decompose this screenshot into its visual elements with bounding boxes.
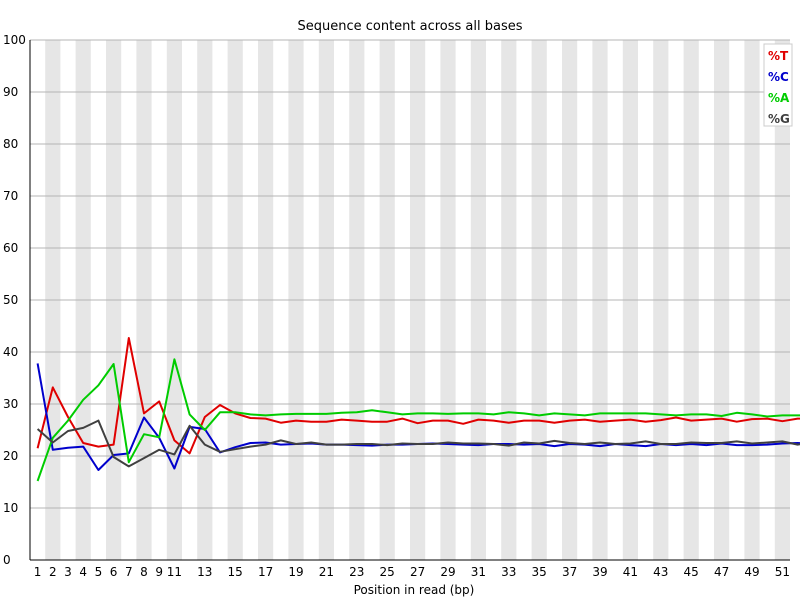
x-tick-label: 19	[288, 565, 303, 579]
x-tick-label: 15	[228, 565, 243, 579]
x-tick-label: 25	[380, 565, 395, 579]
x-tick-label: 17	[258, 565, 273, 579]
y-tick-label: 10	[3, 501, 18, 515]
legend-entry-a: %A	[768, 91, 790, 105]
x-tick-label: 2	[49, 565, 57, 579]
y-tick-label: 90	[3, 85, 18, 99]
x-tick-label: 4	[79, 565, 87, 579]
y-tick-label: 60	[3, 241, 18, 255]
x-tick-label: 5	[95, 565, 103, 579]
y-tick-label: 100	[3, 33, 26, 47]
x-tick-label: 11	[167, 565, 182, 579]
x-tick-label: 6	[110, 565, 118, 579]
y-tick-labels: 0 10 20 30 40 50 60 70 80 90 100	[3, 33, 26, 567]
x-axis-label: Position in read (bp)	[354, 583, 475, 597]
x-tick-label: 51	[775, 565, 790, 579]
x-tick-label: 33	[501, 565, 516, 579]
legend-entry-c: %C	[768, 70, 789, 84]
x-tick-label: 23	[349, 565, 364, 579]
x-tick-label: 37	[562, 565, 577, 579]
x-tick-label: 35	[532, 565, 547, 579]
y-tick-label: 70	[3, 189, 18, 203]
y-tick-label: 50	[3, 293, 18, 307]
x-tick-label: 7	[125, 565, 133, 579]
series-line-t	[36, 337, 800, 455]
x-tick-label: 31	[471, 565, 486, 579]
legend-entry-g: %G	[768, 112, 790, 126]
gridlines	[30, 39, 790, 509]
legend-entry-t: %T	[768, 49, 789, 63]
x-tick-label: 29	[440, 565, 455, 579]
chart-title: Sequence content across all bases	[297, 19, 522, 34]
x-tick-label: 45	[684, 565, 699, 579]
x-tick-label: 1	[34, 565, 42, 579]
series-lines	[36, 337, 800, 482]
y-tick-label: 30	[3, 397, 18, 411]
x-tick-labels: 1 2 3 4 5 6 7 8 9 11 13 15 17 19 21 23 25 27 29 31 33 35 37 39 4…	[34, 565, 790, 579]
x-tick-label: 13	[197, 565, 212, 579]
x-tick-label: 3	[64, 565, 72, 579]
x-tick-label: 9	[155, 565, 163, 579]
x-tick-label: 49	[744, 565, 759, 579]
x-tick-label: 27	[410, 565, 425, 579]
x-tick-label: 39	[592, 565, 607, 579]
x-tick-label: 8	[140, 565, 148, 579]
series-line-a	[36, 358, 800, 482]
x-tick-label: 47	[714, 565, 729, 579]
x-tick-label: 43	[653, 565, 668, 579]
y-tick-label: 0	[3, 553, 11, 567]
x-tick-label: 41	[623, 565, 638, 579]
legend-box	[763, 43, 793, 127]
y-tick-label: 40	[3, 345, 18, 359]
y-tick-label: 80	[3, 137, 18, 151]
y-tick-label: 20	[3, 449, 18, 463]
series-line-g	[36, 419, 800, 468]
legend: %T %C %A %G	[763, 43, 793, 127]
axes	[29, 40, 790, 561]
x-tick-label: 21	[319, 565, 334, 579]
